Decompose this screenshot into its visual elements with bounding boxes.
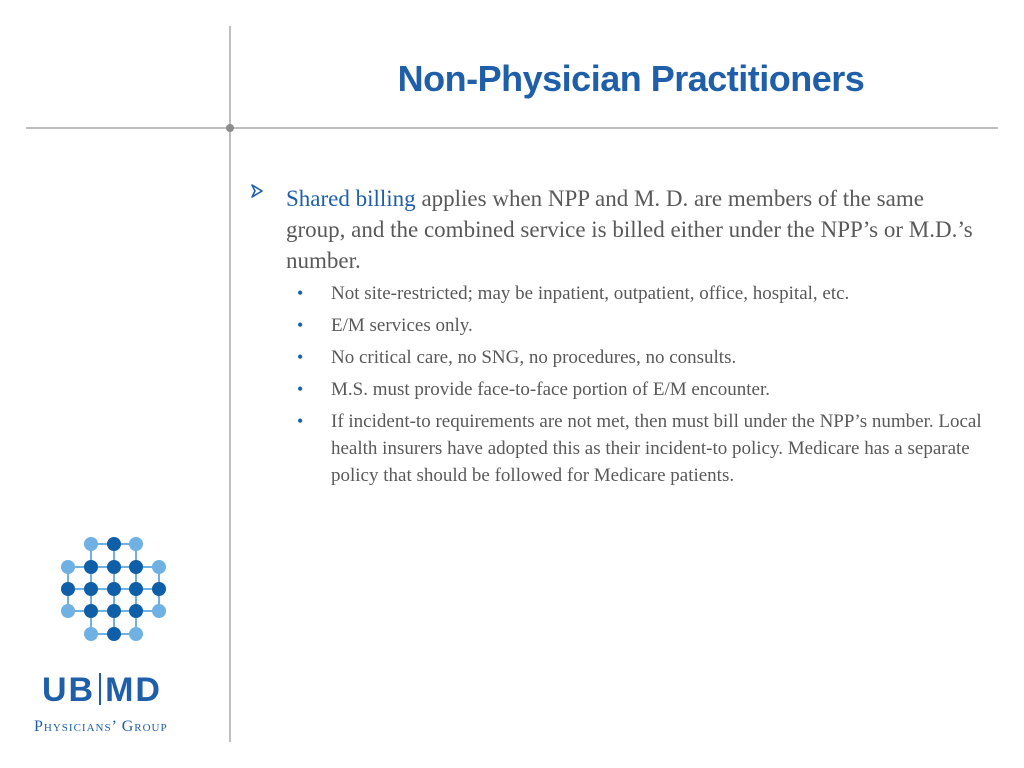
bullet-dot-icon: •: [297, 347, 304, 367]
bullet-dot-icon: •: [297, 315, 304, 335]
sub-bullet-text: Not site-restricted; may be inpatient, o…: [331, 283, 850, 304]
main-bullet: Shared billing applies when NPP and M. D…: [250, 183, 985, 276]
sub-bullet-list: • Not site-restricted; may be inpatient, …: [250, 280, 985, 489]
divider-intersection-dot: [226, 124, 234, 132]
sub-bullet-item: • No critical care, no SNG, no procedures…: [250, 344, 985, 371]
sub-bullet-text: No critical care, no SNG, no procedures,…: [331, 347, 737, 368]
ubmd-logo-mark-icon: [61, 537, 166, 641]
main-bullet-highlight: Shared billing: [286, 186, 416, 211]
main-bullet-text: applies when NPP and M. D. are members o…: [286, 186, 973, 273]
slide-content: Shared billing applies when NPP and M. D…: [250, 183, 985, 494]
brand-right: MD: [105, 671, 162, 709]
sub-bullet-item: • Not site-restricted; may be inpatient, …: [250, 280, 985, 307]
slide-title: Non-Physician Practitioners: [397, 58, 865, 99]
bullet-dot-icon: •: [297, 379, 304, 399]
brand-left: UB: [42, 671, 96, 709]
bullet-dot-icon: •: [297, 411, 304, 431]
sub-bullet-item: • E/M services only.: [250, 312, 985, 339]
brand-divider: [99, 673, 102, 705]
sub-bullet-text: If incident-to requirements are not met,…: [331, 411, 982, 486]
sub-bullet-text: E/M services only.: [331, 315, 473, 336]
horizontal-divider: [26, 127, 998, 129]
vertical-divider: [229, 26, 231, 742]
bullet-dot-icon: •: [297, 283, 304, 303]
sub-bullet-item: • M.S. must provide face-to-face portion …: [250, 376, 985, 403]
ubmd-wordmark: UB MD: [42, 671, 162, 710]
sub-bullet-item: • If incident-to requirements are not met…: [250, 408, 985, 489]
brand-tagline: Physicians’ Group: [34, 718, 168, 735]
sub-bullet-text: M.S. must provide face-to-face portion o…: [331, 379, 770, 400]
arrow-bullet-icon: [251, 184, 263, 198]
